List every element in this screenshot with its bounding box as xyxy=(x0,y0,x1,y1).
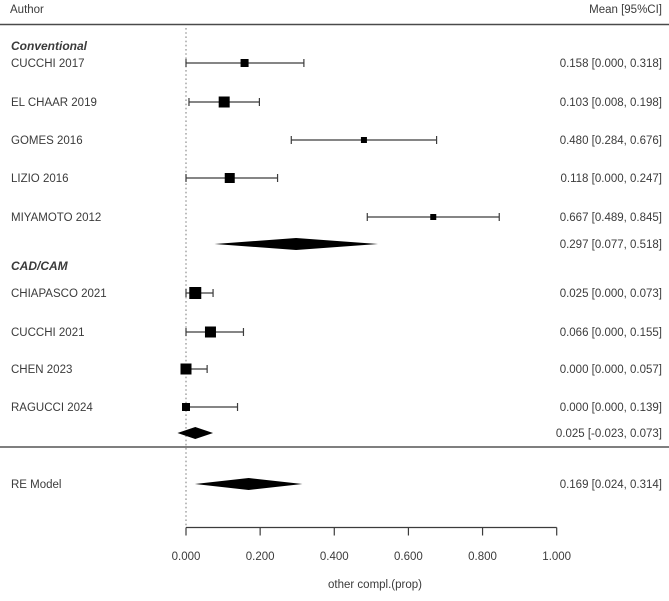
study-estimate-value: 0.667 [0.489, 0.845] xyxy=(560,212,662,224)
point-estimate-square xyxy=(360,137,367,143)
study-label: CHIAPASCO 2021 xyxy=(11,288,107,300)
point-estimate-square xyxy=(240,59,249,67)
study-estimate-value: 0.000 [0.000, 0.139] xyxy=(560,402,662,414)
subgroup-header-label: Conventional xyxy=(11,39,88,53)
point-estimate-square xyxy=(180,363,192,375)
subgroup-header-label: CAD/CAM xyxy=(11,259,69,273)
x-axis-tick-label: 0.600 xyxy=(394,551,423,563)
summary-diamond xyxy=(177,427,214,439)
study-estimate-value: 0.103 [0.008, 0.198] xyxy=(560,97,662,109)
study-estimate-value: 0.066 [0.000, 0.155] xyxy=(560,327,662,339)
point-estimate-square xyxy=(430,214,437,220)
study-estimate-value: 0.480 [0.284, 0.676] xyxy=(560,135,662,147)
study-label: LIZIO 2016 xyxy=(11,173,69,185)
column-header-author: Author xyxy=(10,4,44,16)
x-axis-tick-label: 0.400 xyxy=(320,551,349,563)
point-estimate-square xyxy=(204,326,216,338)
x-axis-tick-label: 0.200 xyxy=(246,551,275,563)
x-axis-title: other compl.(prop) xyxy=(328,579,422,591)
summary-label: RE Model xyxy=(11,479,62,491)
x-axis-tick-label: 0.000 xyxy=(172,551,201,563)
x-axis-tick-label: 0.800 xyxy=(468,551,497,563)
point-estimate-square xyxy=(224,173,235,183)
summary-diamond xyxy=(194,478,303,490)
summary-estimate-value: 0.169 [0.024, 0.314] xyxy=(560,479,662,491)
study-estimate-value: 0.025 [0.000, 0.073] xyxy=(560,288,662,300)
point-estimate-square xyxy=(218,96,230,108)
study-estimate-value: 0.158 [0.000, 0.318] xyxy=(560,58,662,70)
study-label: MIYAMOTO 2012 xyxy=(11,212,101,224)
study-label: CUCCHI 2021 xyxy=(11,327,85,339)
study-label: RAGUCCI 2024 xyxy=(11,402,93,414)
study-label: GOMES 2016 xyxy=(11,135,83,147)
study-label: CUCCHI 2017 xyxy=(11,58,85,70)
column-header-mean-ci: Mean [95%CI] xyxy=(589,4,662,16)
x-axis-tick-label: 1.000 xyxy=(542,551,571,563)
study-estimate-value: 0.000 [0.000, 0.057] xyxy=(560,364,662,376)
summary-estimate-value: 0.025 [-0.023, 0.073] xyxy=(556,428,662,440)
study-label: EL CHAAR 2019 xyxy=(11,97,97,109)
study-label: CHEN 2023 xyxy=(11,364,72,376)
point-estimate-square xyxy=(189,287,202,299)
summary-estimate-value: 0.297 [0.077, 0.518] xyxy=(560,239,662,251)
point-estimate-square xyxy=(182,403,190,411)
study-estimate-value: 0.118 [0.000, 0.247] xyxy=(561,173,662,185)
summary-diamond xyxy=(214,238,379,250)
